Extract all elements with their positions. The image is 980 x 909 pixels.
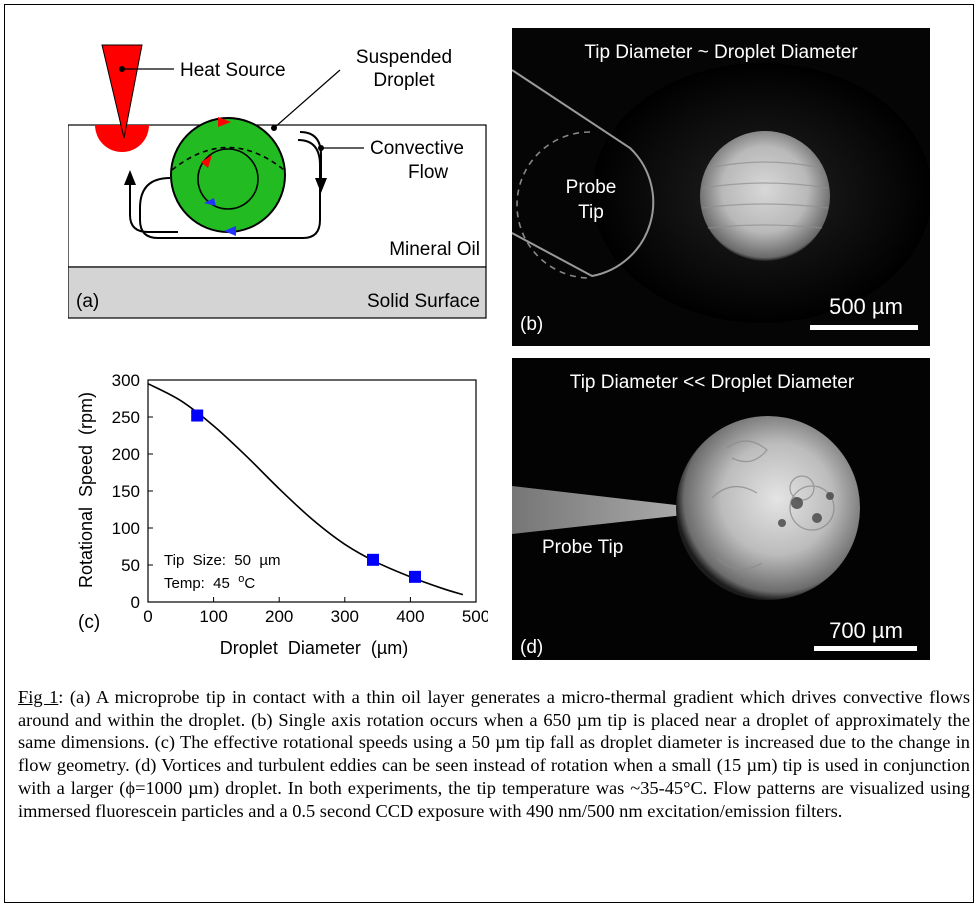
flow-label: Flow	[408, 162, 448, 183]
heat-source-tip-icon	[101, 44, 143, 139]
inset-tip-size: Tip Size: 50 µm	[164, 552, 280, 569]
blue-arrow-bottom-icon	[224, 226, 236, 236]
droplet-b	[700, 131, 830, 261]
scale-bar-d	[814, 646, 917, 651]
panel-b-letter: (b)	[520, 314, 543, 335]
micrograph-d-svg: Tip Diameter << Droplet Diameter Probe T…	[512, 358, 930, 660]
panel-c-chart: 0 100 200 300 400 500 0 50 100 150 200 250 300 (c) D…	[68, 360, 490, 660]
droplet-d	[676, 416, 860, 600]
probe-tip-outline	[512, 69, 655, 278]
probe-tip-d	[512, 486, 702, 534]
figure-label: Fig 1	[18, 687, 59, 707]
y-tick-label: 200	[112, 445, 140, 464]
suspended-label: Suspended	[356, 47, 452, 68]
scale-bar-b	[810, 325, 918, 330]
panel-d-micrograph: Tip Diameter << Droplet Diameter Probe T…	[512, 358, 930, 660]
y-tick-label: 250	[112, 408, 140, 427]
panel-b-title: Tip Diameter ~ Droplet Diameter	[584, 42, 858, 63]
x-axis-label: Droplet Diameter (µm)	[220, 638, 408, 658]
x-tick-label: 100	[199, 607, 227, 626]
inset-temp-unit: C	[244, 575, 255, 592]
x-tick-label: 300	[331, 607, 359, 626]
probe-label-line1: Probe	[566, 177, 617, 198]
blue-arrow-inner-icon	[204, 198, 216, 206]
caption-text: : (a) A microprobe tip in contact with a…	[18, 687, 971, 821]
micrograph-b-svg: Tip Diameter ~ Droplet Diameter Probe Ti…	[512, 28, 930, 346]
droplet-leader	[273, 69, 341, 129]
data-point-square	[191, 409, 204, 422]
droplet-d-eddies	[778, 492, 834, 527]
data-point-square	[408, 570, 421, 583]
y-tick-label: 0	[131, 593, 140, 612]
mineral-oil-label: Mineral Oil	[389, 239, 480, 260]
flow-right-upper	[299, 131, 322, 180]
droplet-label: Droplet	[373, 70, 435, 91]
panel-d-title: Tip Diameter << Droplet Diameter	[570, 372, 855, 393]
red-arrow-top-icon	[218, 117, 231, 127]
heat-source-label: Heat Source	[180, 60, 286, 81]
droplet-b-bands	[701, 161, 829, 229]
flow-left-lower	[129, 185, 178, 233]
inset-temp-degree: o	[238, 573, 244, 585]
panel-a-letter: (a)	[76, 291, 99, 312]
schematic-svg: Heat Source Suspended Droplet Convective…	[67, 44, 487, 319]
internal-flow-circle	[197, 148, 259, 210]
flow-left-path	[139, 177, 171, 220]
y-axis-label: Rotational Speed (rpm)	[76, 392, 96, 588]
flow-loop-path	[139, 139, 321, 239]
x-tick-label: 400	[396, 607, 424, 626]
figure-frame	[4, 4, 974, 903]
convective-label: Convective	[370, 138, 464, 159]
probe-tip-label-d: Probe Tip	[542, 537, 623, 558]
y-tick-label: 300	[112, 371, 140, 390]
flow-arrow-down-icon	[315, 178, 327, 193]
red-arrow-inner-icon	[201, 155, 212, 168]
x-tick-label: 500	[462, 607, 488, 626]
rotational-speed-chart: 0 100 200 300 400 500 0 50 100 150 200 250 300 (c) D…	[76, 371, 490, 658]
panel-c-letter: (c)	[78, 612, 100, 633]
data-point-square	[367, 553, 380, 566]
y-tick-label: 100	[112, 519, 140, 538]
scale-bar-label-d: 700 µm	[829, 618, 903, 643]
suspended-droplet	[170, 117, 286, 233]
figure-caption: Fig 1: (a) A microprobe tip in contact w…	[18, 686, 970, 822]
probe-tip-dashed-edge	[516, 131, 591, 279]
panel-a-schematic: Heat Source Suspended Droplet Convective…	[67, 20, 488, 320]
solid-surface-label: Solid Surface	[367, 291, 480, 312]
panel-b-micrograph: Tip Diameter ~ Droplet Diameter Probe Ti…	[512, 28, 930, 346]
probe-label-line2: Tip	[578, 202, 604, 223]
flow-arrow-up-icon	[124, 170, 136, 185]
inset-temp: Temp: 45 oC	[164, 573, 255, 592]
y-tick-label: 150	[112, 482, 140, 501]
x-tick-label: 0	[143, 607, 152, 626]
panel-d-letter: (d)	[520, 637, 543, 658]
solid-surface-layer	[67, 266, 487, 319]
x-tick-label: 200	[265, 607, 293, 626]
y-tick-label: 50	[121, 556, 140, 575]
scale-bar-label-b: 500 µm	[829, 294, 903, 319]
heat-zone	[95, 125, 149, 152]
inset-temp-value: Temp: 45	[164, 575, 238, 592]
